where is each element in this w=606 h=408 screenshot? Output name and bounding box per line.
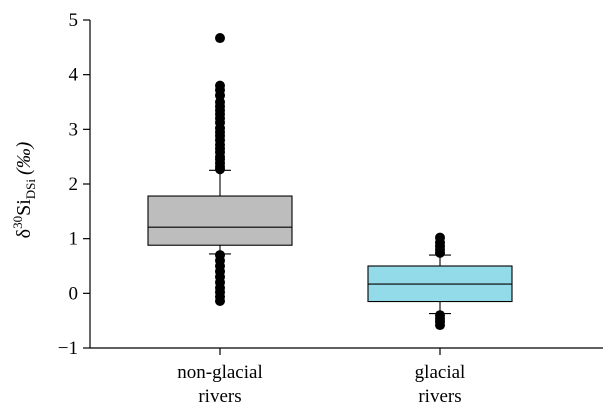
y-tick-label: 4 bbox=[69, 65, 79, 86]
x-axis-category-labels: non-glacial rivers glacial rivers bbox=[177, 348, 465, 407]
y-tick-label: −1 bbox=[58, 338, 78, 359]
y-axis-ticks: −1 0 1 2 3 4 5 bbox=[58, 10, 90, 359]
y-axis-label: δ30SiDSi (‰) bbox=[10, 141, 38, 238]
box-group bbox=[367, 232, 513, 331]
y-axis-label-superscript: 30 bbox=[10, 216, 25, 229]
svg-text:δ30SiDSi(‰): δ30SiDSi (‰) bbox=[10, 141, 38, 238]
outlier-point bbox=[215, 33, 225, 44]
y-axis-label-main: Si bbox=[13, 199, 35, 216]
y-tick-label: 0 bbox=[69, 283, 79, 304]
box-group bbox=[147, 33, 293, 306]
box-series bbox=[147, 33, 513, 331]
y-axis-label-prefix: δ bbox=[13, 229, 35, 238]
y-axis-label-subscript: DSi bbox=[23, 179, 38, 200]
y-tick-label: 5 bbox=[69, 10, 79, 31]
y-tick-label: 3 bbox=[69, 119, 79, 140]
outlier-point bbox=[215, 164, 225, 175]
y-tick-label: 2 bbox=[69, 174, 79, 195]
outlier-point bbox=[435, 320, 445, 331]
y-tick-label: 1 bbox=[69, 229, 79, 250]
x-category-label: non-glacial bbox=[177, 362, 262, 383]
x-category-label: glacial bbox=[415, 362, 466, 383]
x-category-label: rivers bbox=[198, 386, 241, 407]
x-category-label: rivers bbox=[418, 386, 461, 407]
y-axis-label-unit: (‰) bbox=[13, 141, 35, 175]
axes bbox=[89, 20, 603, 349]
outlier-point bbox=[435, 247, 445, 258]
box-iqr bbox=[147, 195, 293, 246]
outlier-point bbox=[215, 295, 225, 306]
